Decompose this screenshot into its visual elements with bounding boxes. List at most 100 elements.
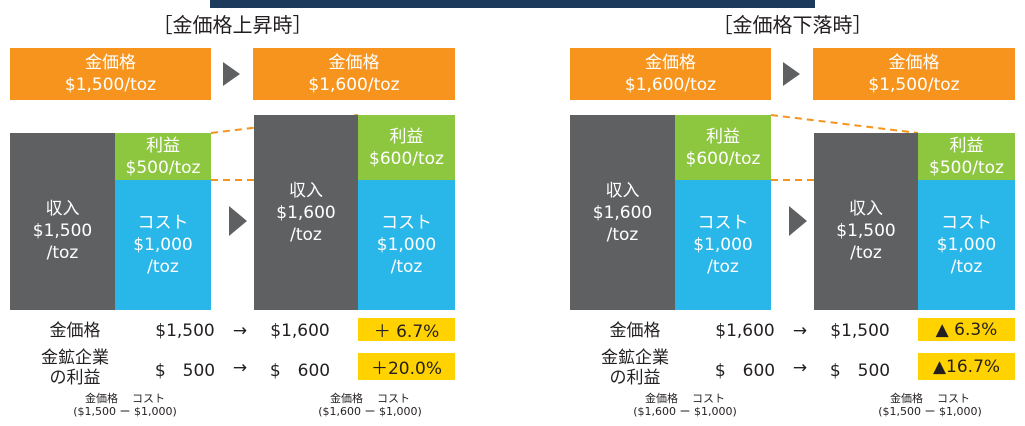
revenue-box: 収入 $1,600/toz: [570, 115, 675, 310]
text: $1,500/toz: [868, 75, 960, 95]
text: $1,500: [830, 321, 890, 341]
profit-box: 利益 $600/toz: [358, 115, 455, 180]
text: $ 600: [714, 360, 776, 381]
text: $1,000: [693, 235, 753, 255]
text: $1,000: [133, 235, 193, 255]
row-value: →: [785, 318, 815, 344]
text: $1,600: [592, 202, 653, 223]
cost-box: コスト $1,000/toz: [358, 180, 455, 310]
panel-title: ［金価格下落時］: [570, 8, 1015, 38]
row-label: 金価格: [20, 314, 130, 348]
row-value: $1,600: [700, 318, 790, 344]
price-box: 金価格 $1,500/toz: [10, 48, 211, 100]
text: $1,600/toz: [308, 75, 400, 95]
text: コスト: [937, 392, 970, 405]
text: 金鉱企業: [41, 348, 109, 368]
row-value: $1,500: [815, 318, 905, 344]
text: コスト: [132, 392, 165, 405]
text: $1,600: [276, 202, 336, 223]
cost-box: コスト $1,000/toz: [675, 180, 771, 310]
footnote-labels: 金価格 コスト: [615, 393, 755, 405]
change-badge: ▲ 6.3%: [918, 318, 1015, 341]
text: 利益: [949, 135, 984, 156]
text: 利益: [389, 126, 424, 147]
text: 金価格: [890, 392, 923, 405]
text: $ 500: [154, 360, 216, 381]
text: $ 500: [829, 360, 891, 381]
text: /toz: [147, 257, 179, 277]
row-label: 金価格: [580, 314, 690, 348]
text: 金価格: [888, 53, 940, 73]
text: /toz: [46, 242, 79, 263]
revenue-box: 収入 $1,500/toz: [814, 133, 918, 310]
text: コスト: [697, 213, 749, 233]
row-label: 金鉱企業 の利益: [20, 348, 130, 388]
top-bar: [210, 0, 815, 8]
text: 金価格: [85, 392, 118, 405]
text: $1,600: [270, 321, 330, 341]
text: /toz: [390, 257, 423, 277]
cost-box: コスト $1,000/toz: [115, 180, 211, 310]
text: $500/toz: [929, 157, 1004, 178]
text: コスト: [381, 213, 432, 233]
revenue-box: 収入 $1,600/toz: [254, 115, 358, 310]
text: →: [792, 358, 808, 378]
footnote-formula: ($1,600 ー $1,000): [615, 406, 755, 418]
text: 収入: [605, 180, 640, 201]
text: $ 600: [269, 360, 331, 381]
price-box: 金価格 $1,500/toz: [813, 48, 1015, 100]
row-value: $1,600: [255, 318, 345, 344]
text: /toz: [950, 257, 983, 277]
text: ($1,500 ー $1,000): [73, 405, 177, 418]
text: $600/toz: [685, 148, 761, 169]
footnote-labels: 金価格 コスト: [55, 393, 195, 405]
arrow: [229, 206, 247, 236]
arrow: [789, 206, 807, 236]
arrow: [783, 62, 800, 86]
cost-box: コスト $1,000/toz: [918, 180, 1015, 310]
text: コスト: [137, 213, 189, 233]
change-badge: ＋20.0%: [358, 353, 455, 380]
text: 利益: [706, 126, 740, 147]
text: /toz: [290, 224, 322, 245]
text: ($1,600 ー $1,000): [633, 405, 737, 418]
change-badge: ＋ 6.7%: [358, 318, 455, 342]
text: コスト: [941, 213, 992, 233]
text: $1,500/toz: [64, 75, 157, 95]
footnote-formula: ($1,500 ー $1,000): [55, 406, 195, 418]
text: $1,500: [836, 220, 896, 241]
row-value: $1,500: [140, 318, 230, 344]
text: $600/toz: [369, 148, 444, 169]
footnote-labels: 金価格 コスト: [300, 393, 440, 405]
text: ($1,600 ー $1,000): [318, 405, 422, 418]
row-value: $ 500: [140, 353, 230, 383]
text: $1,500: [32, 220, 93, 241]
text: 収入: [289, 180, 323, 201]
text: $1,500: [155, 321, 215, 341]
text: 金価格: [645, 392, 678, 405]
text: 金鉱企業: [601, 348, 669, 368]
text: /toz: [707, 257, 739, 277]
text: 収入: [45, 198, 80, 219]
price-box: 金価格 $1,600/toz: [253, 48, 455, 100]
text: ＋20.0%: [370, 359, 442, 379]
text: ［金価格下落時］: [712, 12, 873, 37]
profit-box: 利益 $500/toz: [918, 133, 1015, 180]
text: $1,600: [715, 321, 775, 341]
text: 金価格: [609, 321, 661, 341]
row-value: $ 500: [815, 353, 905, 383]
row-label: 金鉱企業 の利益: [580, 348, 690, 388]
profit-box: 利益 $600/toz: [675, 115, 771, 180]
text: コスト: [377, 392, 410, 405]
text: 金価格: [645, 53, 696, 73]
text: →: [232, 321, 248, 341]
text: $1,600/toz: [624, 75, 717, 95]
row-value: →: [225, 318, 255, 344]
price-box: 金価格 $1,600/toz: [570, 48, 771, 100]
panel-title: ［金価格上昇時］: [10, 8, 455, 38]
text: $1,000: [376, 235, 437, 255]
change-badge: ▲16.7%: [918, 353, 1015, 380]
text: の利益: [609, 368, 661, 388]
footnote-formula: ($1,600 ー $1,000): [300, 406, 440, 418]
text: 金価格: [328, 53, 380, 73]
